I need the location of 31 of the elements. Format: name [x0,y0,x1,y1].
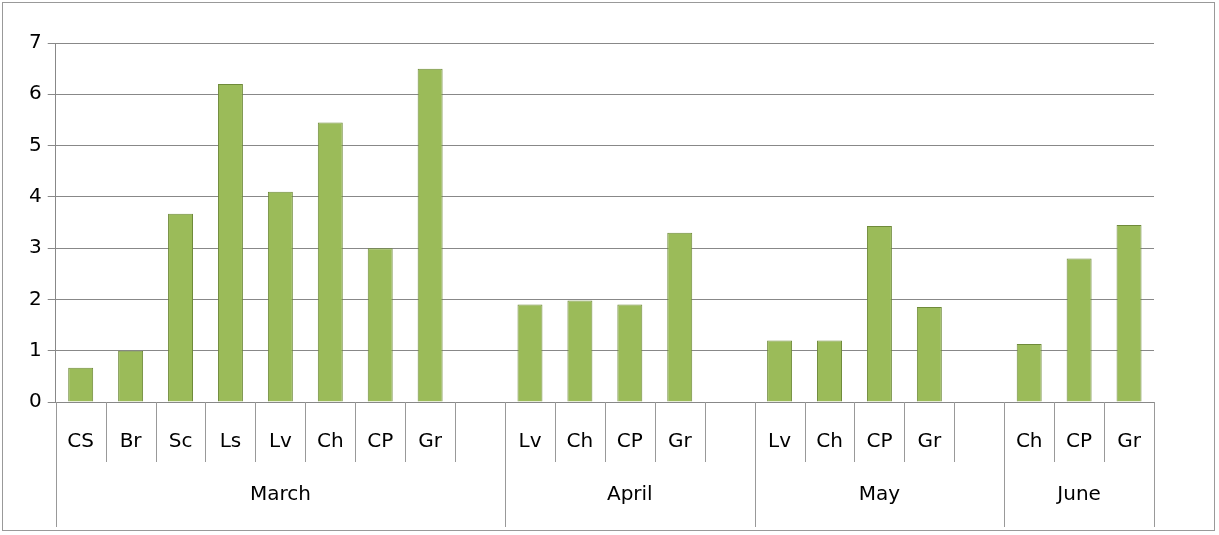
y-tick-label: 5 [28,131,42,156]
x-tick-label: CP [1066,428,1093,453]
x-tick-label: Gr [667,428,693,453]
x-tick-label: CS [67,428,95,453]
x-tick-label: Ch [1015,428,1043,453]
text: April [606,481,653,506]
x-tick-label: Ch [816,428,843,453]
x-tick-label: Gr [1117,428,1142,453]
y-tick-label: 3 [28,234,42,259]
text: June [1055,481,1101,506]
x-tick-label: Gr [418,428,443,453]
x-tick-label: Lv [768,428,792,453]
x-tick-label: Lv [268,428,293,453]
x-tick-label: CP [866,428,893,453]
text: March [249,481,311,506]
y-tick-label: 4 [28,183,42,208]
x-tick-label: CP [367,428,394,453]
y-tick-label: 1 [28,336,42,361]
x-tick-label: Ch [566,428,594,453]
text: May [858,481,901,506]
x-tick-label: Gr [917,428,942,453]
x-tick-label: Sc [168,428,193,453]
y-tick-label: 7 [28,29,42,54]
x-tick-label: Lv [518,428,542,453]
x-tick-label: Br [119,428,143,453]
x-tick-label: CP [616,428,643,453]
y-tick-label: 0 [28,388,42,413]
y-tick-label: 2 [28,285,42,310]
y-tick-label: 6 [28,80,42,105]
x-tick-label: Ch [316,428,344,453]
x-tick-label: Ls [219,428,242,453]
